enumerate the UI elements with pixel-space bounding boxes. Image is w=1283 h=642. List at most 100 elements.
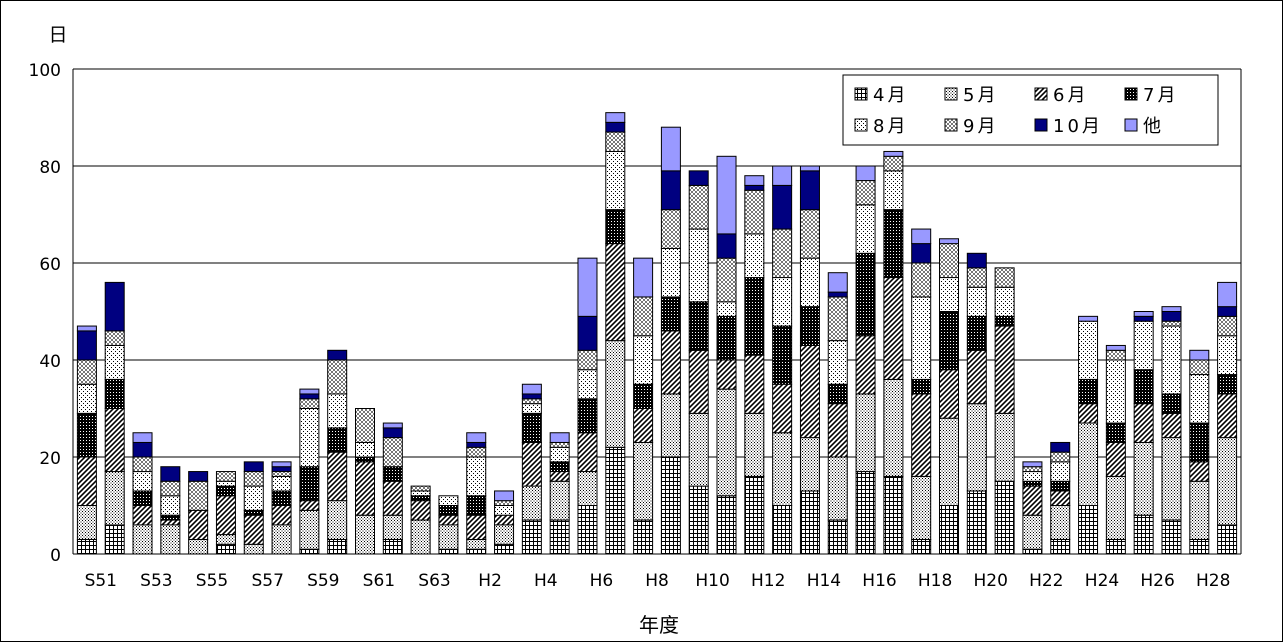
bar-segment — [521, 403, 542, 414]
legend-swatch — [1034, 87, 1048, 101]
x-tick-label: S53 — [140, 571, 172, 591]
bar-segment — [855, 204, 876, 254]
bar-segment — [966, 315, 987, 351]
bar-segment — [605, 243, 626, 342]
bar-stack-H12 — [744, 175, 765, 555]
bar-stack-H1 — [438, 495, 459, 555]
legend-swatch — [854, 87, 868, 101]
bar-segment — [494, 514, 515, 526]
bar-segment — [939, 369, 959, 419]
bar-segment — [1078, 422, 1099, 506]
bar-segment — [633, 441, 654, 521]
legend-label: 4月 — [873, 85, 908, 106]
bar-segment — [160, 466, 181, 482]
bar-stack-S62 — [382, 422, 403, 555]
bar-segment — [132, 505, 153, 526]
bar-segment — [382, 514, 403, 540]
gridlines — [73, 68, 1241, 554]
bar-segment — [605, 112, 626, 123]
bar-stack-H7 — [605, 112, 626, 555]
bar-stack-H17 — [883, 150, 904, 555]
bar-segment — [549, 461, 570, 473]
bar-segment — [688, 349, 709, 414]
bar-segment — [633, 383, 654, 409]
bar-segment — [994, 315, 1015, 327]
bar-segment — [327, 359, 348, 395]
bar-stack-H4 — [521, 383, 542, 555]
x-tick-label: H16 — [862, 571, 896, 591]
bar-segment — [577, 369, 598, 400]
bar-segment — [744, 475, 765, 555]
bar-segment — [716, 359, 737, 390]
bar-segment — [827, 340, 848, 385]
bar-segment — [1050, 505, 1071, 540]
bar-segment — [716, 257, 737, 303]
bar-segment — [1161, 519, 1182, 555]
x-tick-label: H12 — [751, 571, 785, 591]
bar-segment — [1217, 524, 1238, 555]
bar-segment — [382, 538, 403, 555]
bar-segment — [494, 524, 515, 545]
legend-item: 6月 — [1034, 85, 1085, 106]
legend-label: 他 — [1143, 116, 1164, 137]
legend-item: 8月 — [854, 116, 905, 137]
bar-segment — [327, 393, 348, 429]
bar-segment — [855, 393, 876, 473]
bar-segment — [799, 170, 820, 211]
bar-segment — [1217, 306, 1238, 317]
bar-segment — [883, 170, 904, 211]
bar-segment — [299, 408, 320, 468]
bar-segment — [188, 509, 209, 540]
bar-segment — [355, 456, 375, 463]
y-tick-label: 40 — [39, 352, 61, 372]
bar-segment — [605, 150, 626, 211]
bar-segment — [1022, 548, 1043, 555]
bar-segment — [1133, 441, 1154, 516]
bar-segment — [549, 480, 570, 521]
bar-segment — [827, 272, 848, 293]
bar-segment — [410, 500, 431, 521]
x-tick-label: S61 — [363, 571, 395, 591]
bar-stack-H2 — [466, 432, 487, 555]
legend-label: 9月 — [963, 116, 998, 137]
bar-segment — [271, 475, 292, 492]
bar-segment — [299, 548, 320, 555]
bar-segment — [438, 514, 459, 526]
bar-segment — [271, 505, 292, 526]
bar-segment — [299, 388, 320, 395]
bar-segment — [633, 335, 654, 385]
bar-segment — [1078, 320, 1099, 380]
bar-segment — [772, 184, 793, 230]
bar-segment — [744, 175, 765, 186]
axes — [72, 68, 1242, 555]
bar-segment — [799, 257, 820, 308]
bar-segment — [911, 378, 932, 395]
bar-segment — [772, 277, 793, 327]
bar-segment — [466, 446, 487, 458]
bar-segment — [1217, 437, 1238, 526]
bar-segment — [382, 422, 403, 429]
bar-segment — [243, 509, 264, 516]
bar-segment — [188, 471, 209, 482]
legend-item: 4月 — [854, 85, 908, 106]
bar-segment — [1133, 320, 1154, 371]
bar-segment — [271, 471, 292, 477]
bar-stack-H8 — [633, 257, 654, 555]
bar-segment — [660, 393, 681, 458]
x-tick-label: H14 — [807, 571, 841, 591]
x-axis-label: 年度 — [639, 613, 679, 637]
bar-segment — [911, 262, 932, 298]
bar-segment — [1161, 437, 1182, 521]
bar-segment — [688, 170, 709, 186]
bar-segment — [1217, 335, 1238, 376]
bar-segment — [76, 359, 97, 385]
bar-segment — [549, 446, 570, 463]
bar-segment — [1189, 374, 1210, 424]
legend-swatch — [944, 87, 958, 101]
bar-segment — [1161, 306, 1182, 312]
bar-segment — [688, 485, 709, 555]
bar-segment — [410, 490, 431, 497]
bar-segment — [494, 505, 515, 516]
bar-segment — [911, 296, 932, 380]
